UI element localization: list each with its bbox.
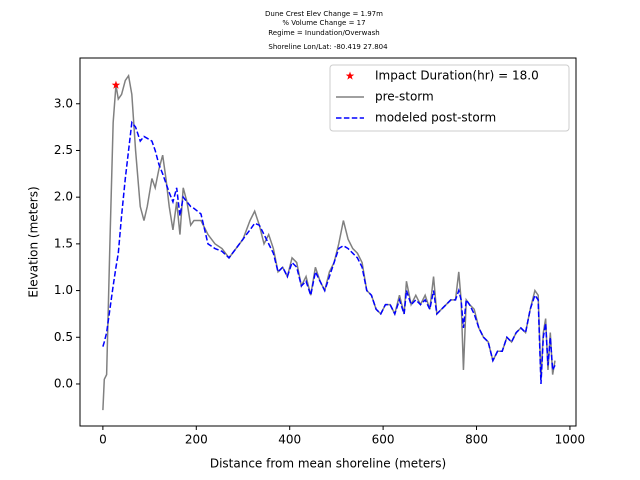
legend-label: Impact Duration(hr) = 18.0	[375, 69, 539, 83]
y-tick-label: 2.0	[54, 190, 73, 204]
x-tick-label: 400	[278, 433, 301, 447]
y-tick-label: 1.0	[54, 283, 73, 297]
y-tick-label: 2.5	[54, 143, 73, 157]
y-tick-label: 0.5	[54, 330, 73, 344]
impact-marker	[111, 80, 121, 89]
legend-box	[329, 64, 570, 132]
legend-label: pre-storm	[375, 90, 434, 104]
y-tick-label: 0.0	[54, 376, 73, 390]
y-tick-label: 1.5	[54, 236, 73, 250]
y-axis-label: Elevation (meters)	[27, 186, 41, 297]
title-line: % Volume Change = 17	[282, 19, 365, 27]
x-tick-label: 800	[465, 433, 488, 447]
x-tick-label: 600	[372, 433, 395, 447]
series-line	[102, 120, 556, 385]
title-line: Shoreline Lon/Lat: -80.419 27.804	[268, 43, 388, 51]
y-tick-label: 3.0	[54, 96, 73, 110]
x-tick-label: 200	[185, 433, 208, 447]
x-tick-label: 0	[99, 433, 107, 447]
x-tick-label: 1000	[555, 433, 586, 447]
legend-marker	[345, 71, 355, 80]
title-line: Regime = Inundation/Overwash	[268, 29, 380, 37]
legend-label: modeled post-storm	[375, 111, 496, 125]
plot-frame	[79, 57, 577, 427]
title-line: Dune Crest Elev Change = 1.97m	[265, 10, 383, 18]
x-axis-label: Distance from mean shoreline (meters)	[210, 457, 446, 471]
